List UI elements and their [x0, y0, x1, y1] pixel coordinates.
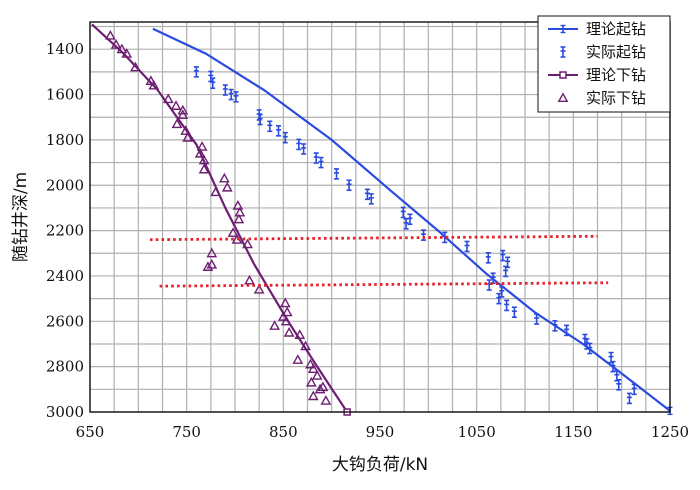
grid: [89, 22, 671, 413]
triangle-marker: [269, 320, 281, 330]
triangle-marker: [292, 354, 304, 364]
y-tick-label: 1600: [46, 86, 84, 104]
y-tick-label: 3000: [46, 403, 84, 421]
x-tick-label: 750: [172, 423, 201, 441]
series-line: [91, 23, 349, 413]
triangle-marker: [227, 227, 239, 237]
triangle-marker: [206, 247, 218, 258]
triangle-marker: [280, 315, 292, 326]
triangle-marker: [182, 131, 194, 142]
triangle-marker: [116, 43, 128, 54]
legend-label: 理论起钻: [586, 20, 646, 38]
y-tick-label: 2200: [46, 222, 84, 240]
series-scatter: [193, 66, 637, 405]
triangle-marker: [194, 147, 206, 158]
triangle-marker: [305, 376, 317, 387]
triangle-marker: [206, 258, 218, 269]
legend-item: 实际下钻: [557, 89, 646, 107]
triangle-marker: [557, 92, 569, 103]
triangle-marker: [145, 75, 157, 86]
x-tick-label: 850: [269, 423, 298, 441]
triangle-marker: [130, 61, 141, 72]
square-marker: [559, 71, 567, 79]
tick-labels: 650 750 850 950 1050 1150 1250 1400 1600 1800 2000…: [46, 40, 689, 441]
x-tick-label: 1250: [651, 423, 689, 441]
triangle-marker: [253, 283, 265, 294]
legend-item: 理论起钻: [548, 20, 646, 38]
reference-line: [159, 281, 609, 288]
triangle-marker: [198, 163, 210, 174]
triangle-marker: [233, 213, 245, 224]
triangle-marker: [283, 326, 295, 337]
series-layer: [91, 23, 673, 416]
triangle-marker: [171, 118, 183, 129]
x-tick-label: 950: [366, 423, 395, 441]
legend-label: 理论下钻: [586, 66, 646, 84]
x-tick-label: 1050: [458, 423, 496, 441]
series-scatter: [104, 29, 332, 405]
triangle-marker: [281, 306, 293, 317]
y-tick-label: 2600: [46, 312, 84, 330]
triangle-marker: [177, 104, 189, 115]
x-tick-label: 1150: [554, 423, 592, 441]
y-tick-label: 2800: [46, 358, 84, 376]
legend-item: 理论下钻: [548, 66, 646, 84]
triangle-marker: [242, 238, 253, 249]
triangle-marker: [232, 200, 244, 210]
triangle-marker: [180, 125, 192, 135]
triangle-marker: [198, 154, 210, 165]
plot-frame: [89, 21, 671, 413]
triangle-marker: [294, 329, 306, 339]
triangle-marker: [307, 363, 319, 373]
triangle-marker: [307, 390, 319, 401]
legend-label: 实际下钻: [586, 89, 646, 107]
series-dotted-line: [159, 281, 609, 288]
y-axis-title: 随钻井深/m: [11, 172, 31, 262]
triangle-marker: [110, 39, 122, 49]
x-tick-label: 650: [76, 423, 105, 441]
y-tick-label: 1400: [46, 40, 84, 58]
y-tick-label: 2000: [46, 176, 84, 194]
triangle-marker: [104, 29, 116, 40]
triangle-marker: [162, 93, 174, 104]
triangle-marker: [244, 274, 255, 285]
triangle-marker: [218, 172, 230, 183]
triangle-marker: [277, 311, 289, 321]
triangle-marker: [320, 395, 332, 405]
triangle-marker: [121, 48, 133, 58]
triangle-marker: [279, 297, 291, 308]
legend-item: 实际起钻: [560, 43, 646, 61]
series-line: [152, 27, 671, 412]
triangle-marker: [311, 370, 323, 380]
triangle-marker: [221, 181, 233, 192]
triangle-marker: [196, 141, 208, 151]
triangle-marker: [210, 186, 222, 197]
legend-box: [537, 15, 671, 113]
y-tick-label: 1800: [46, 131, 84, 149]
triangle-marker: [314, 383, 326, 394]
triangle-marker: [300, 340, 311, 351]
series-dotted-line: [149, 234, 598, 242]
x-axis-title: 大钩负荷/kN: [332, 455, 428, 475]
reference-line: [149, 234, 598, 242]
triangle-marker: [170, 100, 182, 110]
triangle-marker: [177, 109, 189, 120]
triangle-marker: [202, 261, 214, 271]
triangle-marker: [305, 358, 316, 369]
y-tick-label: 2400: [46, 267, 84, 285]
triangle-marker: [148, 79, 160, 90]
legend-label: 实际起钻: [586, 43, 646, 61]
